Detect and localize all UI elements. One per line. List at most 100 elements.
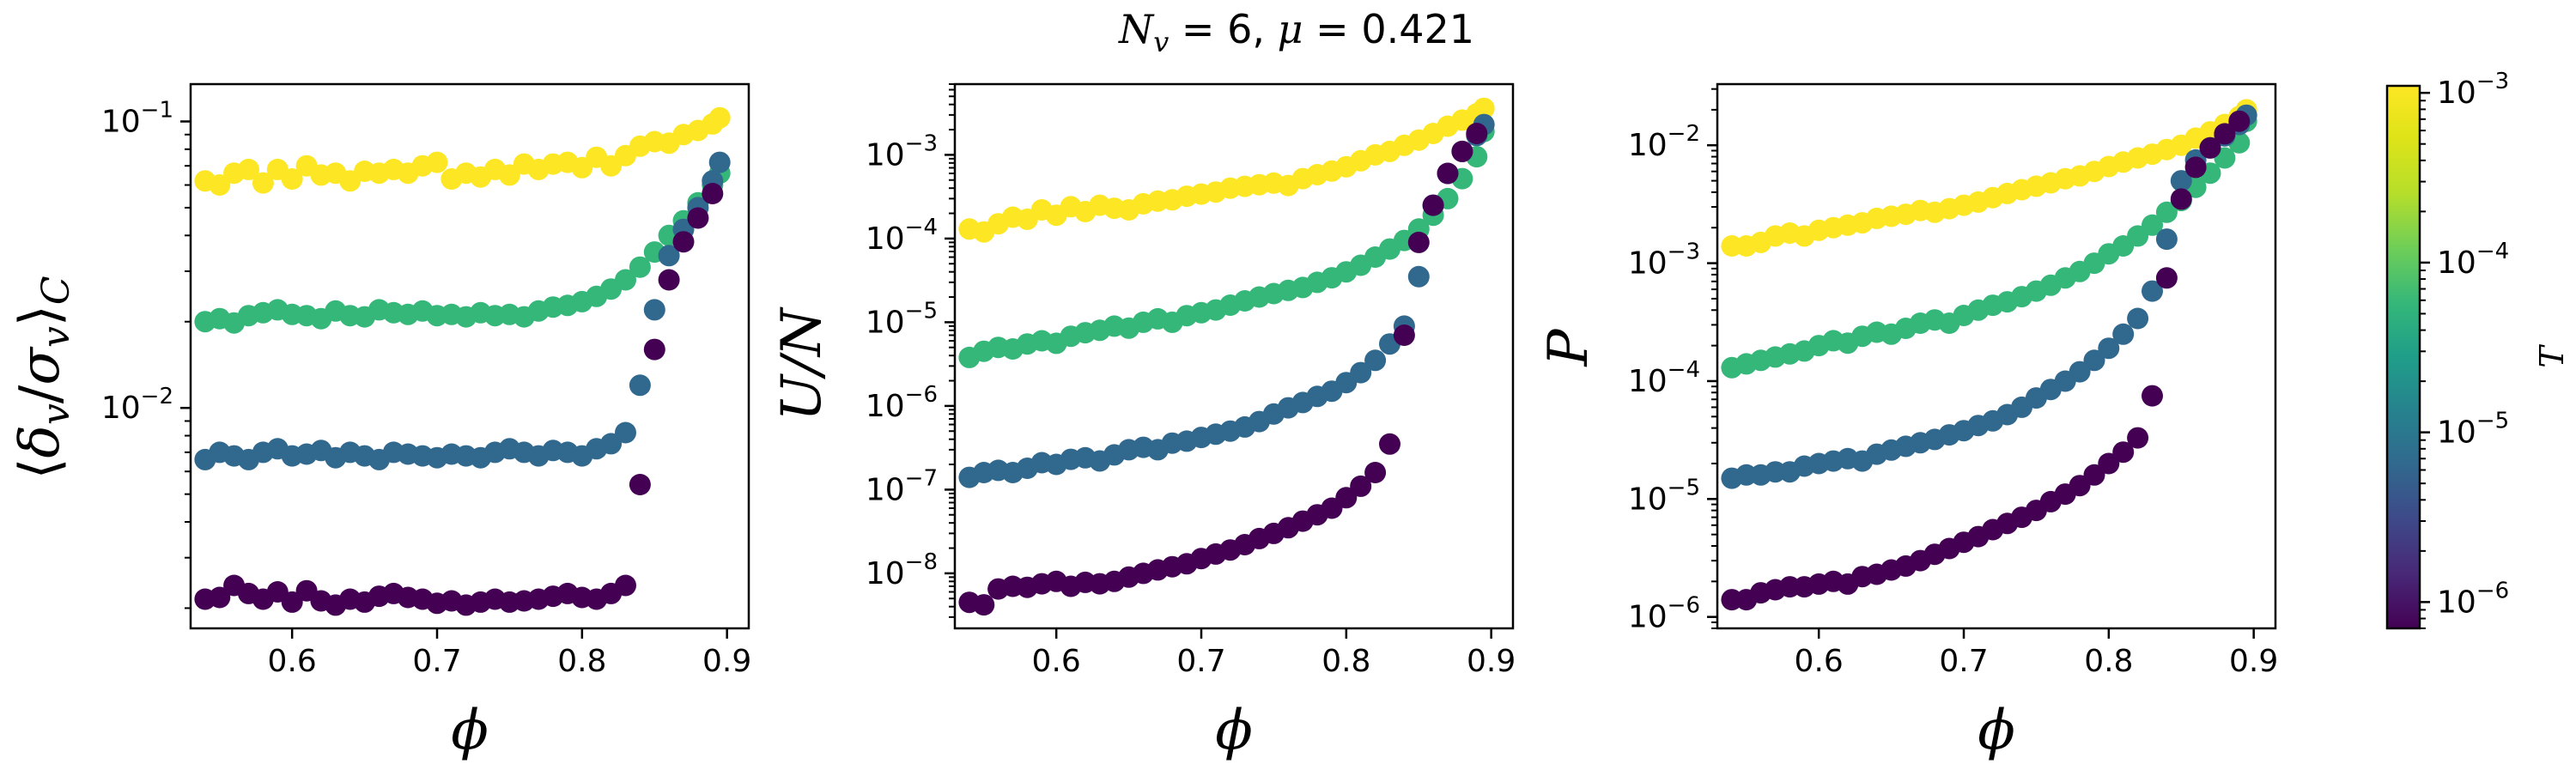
data-point [2098, 337, 2120, 360]
data-point [629, 256, 651, 278]
colorbar-tick-label: 10−5 [2437, 409, 2509, 451]
suptitle-mu: μ [1278, 6, 1303, 52]
y-tick-label: 10−2 [1628, 121, 1700, 163]
panel-pressure: 0.6 0.7 0.8 0.9 10−2 10−3 10−4 10−5 10−6 ϕ [1628, 82, 2278, 762]
panel-energy: 0.6 0.7 0.8 0.9 10−3 10−4 10−5 10−6 10−7 10−8 ϕ [866, 82, 1516, 762]
y-tick-label: 10−6 [866, 382, 938, 424]
data-point [2228, 110, 2251, 132]
data-point [600, 433, 623, 455]
data-point [629, 474, 651, 495]
ylabel-delta-slash: / [9, 385, 72, 403]
suptitle-n-sub: v [1153, 26, 1169, 58]
data-point [209, 586, 231, 609]
data-point [643, 299, 665, 321]
data-point [2155, 228, 2178, 251]
x-tick-label: 0.9 [2229, 644, 2278, 679]
data-point [2199, 136, 2221, 159]
x-tick-label: 0.9 [702, 644, 751, 679]
data-point [2112, 441, 2135, 464]
data-point [1407, 231, 1430, 253]
y-tick-label: 10−7 [866, 465, 938, 507]
data-point [658, 245, 680, 267]
data-point [2170, 188, 2192, 210]
ylabel-delta-open: ⟨ [9, 458, 72, 480]
colorbar-tick-label: 10−3 [2437, 69, 2509, 111]
x-tick-label: 0.9 [1467, 644, 1516, 679]
data-point [2184, 156, 2207, 179]
data-point [252, 172, 274, 194]
data-point [615, 574, 636, 597]
ylabel-delta-num: δ [9, 425, 72, 458]
x-tick-label: 0.6 [1032, 644, 1081, 679]
data-point [2098, 452, 2120, 475]
data-point [2127, 307, 2149, 330]
ylabel-energy: U/N [770, 306, 834, 421]
data-point [1451, 140, 1473, 162]
y-tick-label: 10−3 [866, 130, 938, 173]
x-tick-label: 0.8 [557, 644, 606, 679]
colorbar-tick-label: 10−6 [2437, 578, 2509, 620]
suptitle-rest: = 6, [1169, 6, 1277, 52]
data-point [281, 591, 303, 613]
data-point [2142, 214, 2163, 236]
ylabel-delta-close: ⟩ [9, 305, 72, 326]
data-point [708, 151, 731, 173]
x-tick-label: 0.8 [1321, 644, 1370, 679]
ylabel-delta-subc: C [34, 276, 78, 305]
data-point [702, 183, 724, 204]
data-point [973, 594, 995, 616]
colorbar-ticks: 10−6 10−5 10−4 10−3 [2420, 69, 2509, 629]
data-point [1364, 462, 1387, 483]
x-tick-label: 0.8 [2084, 644, 2133, 679]
data-point [2155, 201, 2178, 223]
ylabel-delta: ⟨δv/σv⟩C [9, 276, 78, 479]
data-point [1393, 324, 1415, 346]
data-point [2083, 464, 2105, 486]
y-tick-label: 10−1 [101, 97, 173, 139]
data-point [687, 207, 709, 229]
data-point [643, 338, 665, 361]
x-tick-label: 0.7 [1939, 644, 1988, 679]
data-point [1350, 475, 1372, 497]
data-point [615, 421, 636, 444]
y-tick-label: 10−5 [866, 298, 938, 340]
data-point [2083, 349, 2105, 372]
colorbar-tick-label: 10−4 [2437, 239, 2509, 281]
points [194, 106, 731, 616]
y-tick-label: 10−6 [1628, 593, 1700, 635]
data-point [1335, 487, 1358, 509]
x-tick-label: 0.7 [412, 644, 461, 679]
data-point [1350, 361, 1372, 384]
ylabel-pressure: P [1537, 329, 1601, 367]
data-point [2112, 323, 2135, 345]
y-tick-label: 10−4 [1628, 357, 1700, 399]
data-point [1407, 265, 1430, 288]
data-point [2155, 267, 2178, 289]
x-tick-label: 0.6 [268, 644, 317, 679]
data-point [2142, 385, 2163, 407]
ylabel-delta-den: σ [9, 346, 72, 385]
data-point [1422, 194, 1444, 216]
data-point [2069, 361, 2091, 383]
ylabel-delta-sub2: v [34, 326, 78, 348]
data-point [209, 174, 231, 196]
data-point [2214, 123, 2236, 145]
axes-frame [1716, 82, 2277, 630]
data-point [708, 106, 731, 129]
ylabel-delta-sub1: v [34, 403, 78, 425]
axes-frame [189, 82, 750, 630]
data-point [615, 269, 636, 291]
data-point [281, 168, 303, 190]
y-tick-label: 10−3 [1628, 239, 1700, 282]
data-point [1473, 97, 1495, 119]
suptitle-mu-rest: = 0.421 [1303, 6, 1474, 52]
data-point [1379, 433, 1400, 455]
data-point [1437, 162, 1459, 185]
x-tick-label: 0.7 [1176, 644, 1225, 679]
x-axis-label: ϕ [451, 699, 489, 762]
points [1721, 99, 2257, 611]
data-point [658, 269, 680, 291]
data-point [426, 151, 448, 173]
x-tick-label: 0.6 [1795, 644, 1844, 679]
